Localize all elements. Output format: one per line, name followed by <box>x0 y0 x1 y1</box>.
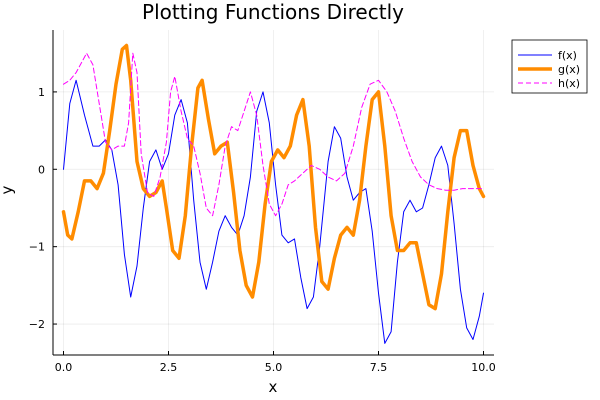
x-tick-label: 7.5 <box>370 361 388 374</box>
y-tick-label: −2 <box>29 318 45 331</box>
x-tick-label: 10.0 <box>471 361 496 374</box>
series-line-h-x <box>63 52 484 217</box>
y-tick-label: 1 <box>38 86 45 99</box>
x-tick-label: 0.0 <box>55 361 73 374</box>
x-tick-label: 5.0 <box>265 361 283 374</box>
x-axis-label: x <box>269 378 278 396</box>
series-line-f-x <box>63 79 484 344</box>
y-tick-label: 0 <box>38 163 45 176</box>
x-tick-label: 2.5 <box>160 361 178 374</box>
y-axis-label: y <box>0 185 16 194</box>
y-tick-label: −1 <box>29 241 45 254</box>
chart-title: Plotting Functions Directly <box>142 0 404 24</box>
legend-label-h-x: h(x) <box>558 77 580 90</box>
axes <box>52 30 494 356</box>
grid-lines <box>53 30 494 355</box>
legend: f(x)g(x)h(x) <box>511 39 588 94</box>
legend-box <box>511 39 588 94</box>
series-layer <box>61 43 486 344</box>
series-line-g-x <box>61 43 486 311</box>
legend-label-g-x: g(x) <box>558 63 580 76</box>
tick-labels: 0.0 2.5 5.0 7.5 10.0 −2 −1 0 1 <box>29 86 496 374</box>
legend-label-f-x: f(x) <box>558 49 577 62</box>
